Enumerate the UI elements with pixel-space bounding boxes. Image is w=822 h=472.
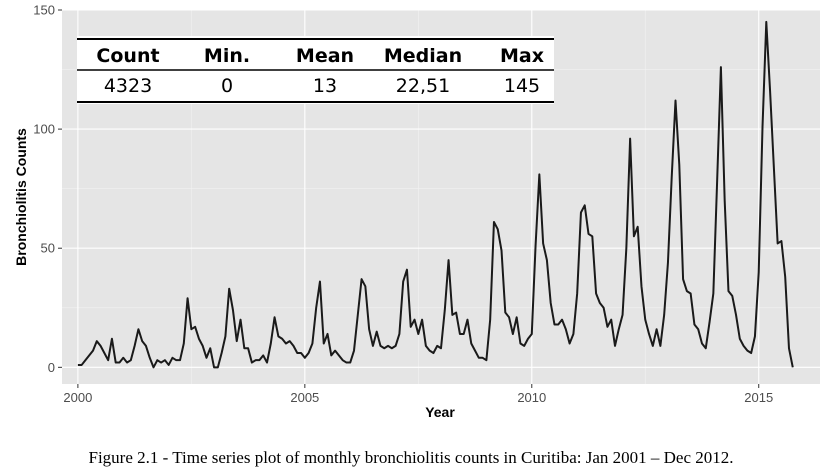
stats-table: Count Min. Mean Median Max 4323 0 13 22,… <box>77 36 554 104</box>
stats-value-median: 22,51 <box>396 75 450 97</box>
y-axis-title: Bronchiolitis Counts <box>13 128 29 266</box>
y-tick-label: 50 <box>41 241 55 256</box>
major-gridlines <box>62 9 820 384</box>
x-tick-label: 2005 <box>290 390 319 405</box>
y-tick-label: 150 <box>33 3 55 18</box>
y-axis-ticks: 0 50 100 150 <box>33 3 62 375</box>
stats-value-max: 145 <box>504 75 540 97</box>
stats-header-median: Median <box>384 45 462 67</box>
time-series-chart: 0 50 100 150 2000 2005 2010 2015 Count Min. Me… <box>13 3 820 420</box>
stats-value-count: 4323 <box>104 75 152 97</box>
stats-header-count: Count <box>96 45 159 67</box>
x-tick-label: 2000 <box>63 390 92 405</box>
x-tick-label: 2015 <box>744 390 773 405</box>
x-tick-label: 2010 <box>517 390 546 405</box>
stats-header-max: Max <box>500 45 544 67</box>
stats-header-mean: Mean <box>296 45 354 67</box>
figure-caption: Figure 2.1 - Time series plot of monthly… <box>88 448 734 467</box>
series-line-bronchiolitis <box>77 20 794 369</box>
y-tick-label: 100 <box>33 122 55 137</box>
x-axis-title: Year <box>425 404 455 420</box>
stats-value-min: 0 <box>221 75 233 97</box>
stats-header-min: Min. <box>204 45 250 67</box>
y-tick-label: 0 <box>48 360 55 375</box>
x-axis-ticks: 2000 2005 2010 2015 <box>63 384 773 405</box>
stats-value-mean: 13 <box>313 75 337 97</box>
